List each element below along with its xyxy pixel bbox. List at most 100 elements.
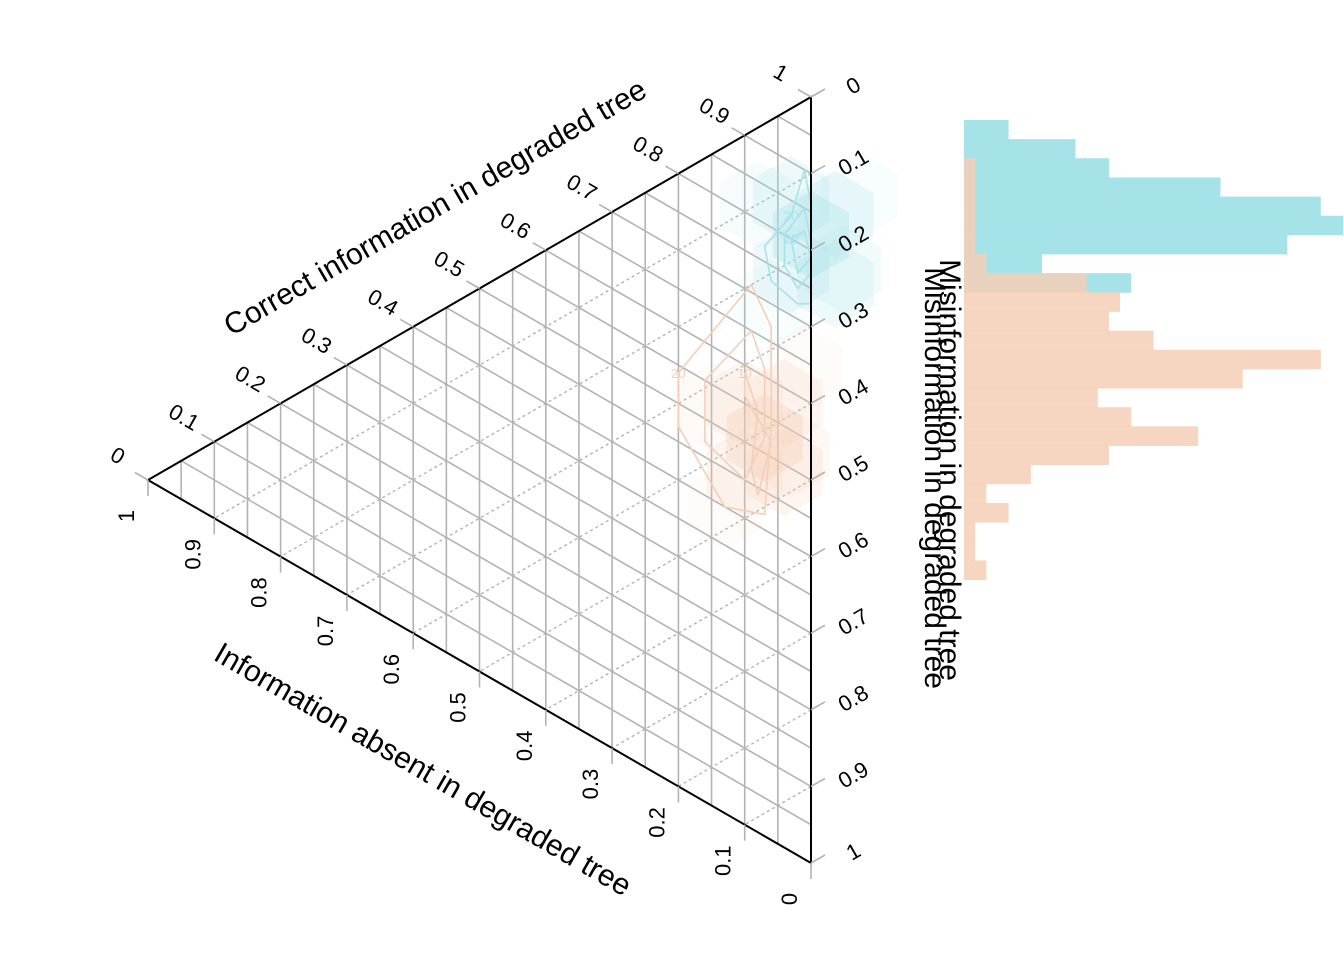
histogram-bar	[964, 158, 1109, 178]
tick-misinformation	[810, 164, 826, 175]
density-tile	[797, 239, 874, 328]
tick-misinformation	[810, 854, 826, 864]
density-tile	[797, 170, 874, 259]
tick-label-correct: 0.1	[165, 399, 204, 436]
tick-label-misinformation: 0.5	[834, 450, 873, 487]
histogram-bar	[964, 234, 976, 255]
tick-label-misinformation: 0	[842, 72, 865, 100]
density-contour	[677, 283, 773, 516]
density-tile	[673, 363, 750, 452]
tick-correct	[598, 203, 613, 213]
density-tile	[805, 225, 882, 314]
histogram-bar	[964, 215, 1344, 236]
tick-label-absent: 0.6	[379, 654, 404, 685]
tick-label-misinformation: 0.6	[834, 527, 873, 564]
histogram-bar	[964, 445, 1109, 466]
histogram-bar	[964, 522, 976, 542]
density-tile	[706, 359, 783, 448]
grid-line-correct-minor	[313, 383, 812, 673]
grid-line-correct-minor	[180, 460, 812, 826]
histogram-bar	[964, 139, 1076, 159]
histogram-bar	[964, 349, 1321, 370]
density-tile	[746, 359, 823, 448]
grid-line-correct-minor	[247, 421, 812, 749]
tick-label-absent: 0.7	[313, 616, 338, 647]
tick-label-correct: 0.8	[629, 131, 668, 168]
grid-line-correct-minor	[379, 345, 812, 596]
histogram-bar	[964, 502, 1009, 523]
histogram-bar	[964, 330, 1154, 351]
density-tile	[733, 259, 810, 348]
tick-misinformation	[810, 471, 826, 481]
tick-label-misinformation: 0.7	[834, 603, 873, 640]
tick-misinformation	[810, 624, 826, 634]
tick-label-misinformation: 1	[842, 838, 865, 866]
grid-line-misinformation	[346, 326, 812, 596]
tick-label-misinformation: 0.9	[834, 756, 873, 793]
tick-misinformation	[810, 394, 826, 405]
tick-label-correct: 0.9	[695, 92, 734, 129]
grid-line-correct-minor	[644, 192, 812, 290]
tick-label-correct: 0	[106, 442, 129, 470]
tick-label-absent: 0.4	[512, 731, 537, 762]
tick-label-correct: 0.3	[297, 322, 336, 359]
ternary-grid	[180, 115, 812, 844]
tick-correct	[399, 318, 414, 328]
grid-line-correct-minor	[578, 230, 812, 366]
histogram-bar	[964, 388, 1098, 408]
absent-axis-label: Information absent in degraded tree	[209, 637, 637, 903]
density-tile	[706, 428, 783, 517]
misinformation-axis-label: Misinformation in degraded tree	[918, 267, 951, 689]
histogram-bar	[964, 234, 1288, 255]
tick-misinformation	[810, 241, 826, 251]
histogram-bar	[964, 273, 1087, 293]
grid-line-misinformation	[678, 709, 812, 788]
tick-label-correct: 0.2	[231, 360, 270, 397]
grid-line-correct	[677, 172, 812, 251]
correct-axis-label: Correct information in degraded tree	[218, 73, 652, 343]
histogram-bar	[964, 196, 1321, 217]
density-contour	[743, 372, 773, 496]
tick-label-correct: 0.4	[363, 284, 402, 321]
histogram-bar	[964, 541, 976, 561]
histogram-bar	[964, 426, 1199, 446]
tick-label-correct: 0.6	[496, 207, 535, 244]
tick-correct	[797, 88, 812, 98]
grid-line-misinformation	[412, 402, 812, 634]
histogram-bar	[964, 196, 976, 217]
tick-misinformation	[810, 88, 826, 98]
misinformation-histogram-label: Misinformation in degraded tree	[933, 259, 966, 681]
tick-label-absent: 1	[114, 510, 139, 522]
contour-label: 20	[784, 209, 798, 224]
contour-label: 10	[737, 366, 751, 381]
grid-line-misinformation	[479, 479, 812, 673]
contour-label: 20	[671, 366, 685, 381]
tick-label-absent: 0	[777, 893, 802, 905]
tick-correct	[333, 356, 348, 366]
density-contours: 20 20 20 10	[671, 150, 898, 551]
histogram-bar	[964, 407, 1132, 427]
tick-correct	[134, 471, 149, 481]
histogram-bar	[964, 254, 987, 274]
histogram-bar	[964, 119, 1009, 140]
histogram-bar	[964, 177, 1221, 197]
misinformation-histogram	[964, 119, 1344, 580]
tick-label-absent: 0.2	[644, 807, 669, 838]
histogram-bar	[964, 158, 976, 178]
histogram-bar	[964, 177, 976, 197]
tick-label-absent: 0.5	[446, 692, 471, 723]
tick-label-absent: 0.3	[578, 769, 603, 800]
tick-misinformation	[810, 547, 826, 558]
histogram-bar	[964, 483, 987, 504]
tick-correct	[200, 433, 215, 443]
histogram-bar	[964, 560, 987, 580]
grid-line-correct-minor	[777, 115, 812, 136]
tick-label-absent: 0.9	[180, 539, 205, 570]
grid-line-correct-minor	[512, 268, 812, 443]
tick-misinformation	[810, 701, 826, 711]
tick-correct	[466, 280, 480, 290]
tick-label-absent: 0.8	[247, 577, 272, 608]
density-tile	[719, 160, 797, 249]
tick-misinformation	[810, 777, 826, 788]
